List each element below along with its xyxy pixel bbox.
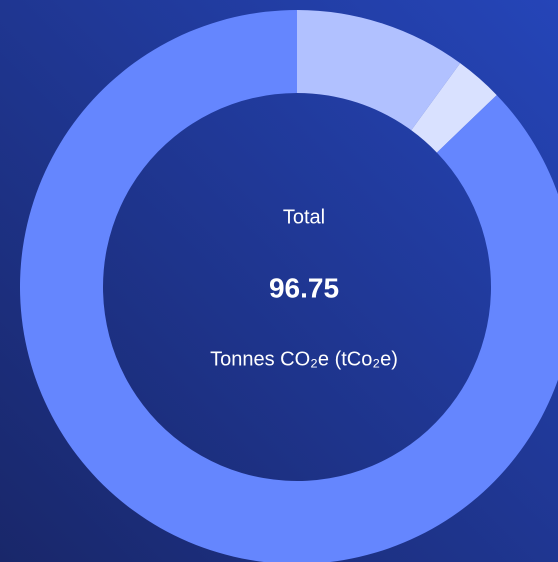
center-label: Total (283, 206, 325, 228)
donut (20, 10, 558, 562)
total-value: 96.75 (269, 272, 339, 303)
donut-slice (297, 10, 461, 131)
donut-slice (411, 63, 497, 153)
donut-slice (20, 10, 558, 562)
unit-label: Tonnes CO₂e (tCo₂e) (210, 348, 398, 370)
